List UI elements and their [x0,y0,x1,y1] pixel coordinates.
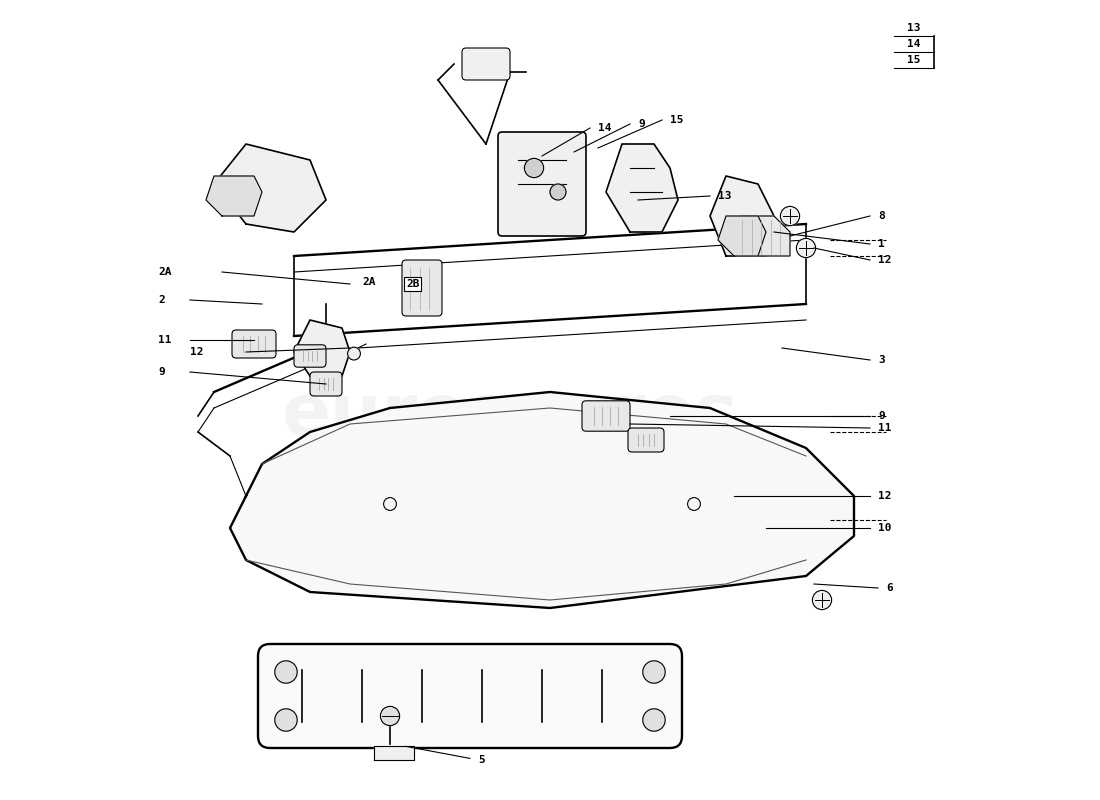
Polygon shape [606,144,678,232]
Text: 9: 9 [878,411,884,421]
FancyBboxPatch shape [582,401,630,431]
Circle shape [525,158,543,178]
Text: 10: 10 [878,523,891,533]
FancyBboxPatch shape [232,330,276,358]
Polygon shape [734,216,790,256]
Circle shape [348,347,361,360]
Text: 15: 15 [670,115,683,125]
FancyBboxPatch shape [402,260,442,316]
Circle shape [642,709,666,731]
Text: 14: 14 [598,123,612,133]
Text: 9: 9 [638,119,645,129]
FancyBboxPatch shape [498,132,586,236]
Circle shape [642,661,666,683]
Polygon shape [206,176,262,216]
Text: eurospares: eurospares [282,382,738,450]
Polygon shape [294,320,350,376]
Circle shape [780,206,800,226]
Text: 13: 13 [718,191,732,201]
Circle shape [813,590,832,610]
Text: 8: 8 [878,211,884,221]
Text: 2: 2 [158,295,165,305]
FancyBboxPatch shape [628,428,664,452]
Polygon shape [374,746,414,760]
Text: 2B: 2B [406,279,419,289]
Circle shape [275,709,297,731]
Text: 9: 9 [158,367,165,377]
Text: 12: 12 [878,255,891,265]
FancyBboxPatch shape [294,345,326,367]
Text: 2A: 2A [362,278,375,287]
Text: 11: 11 [158,335,172,345]
Polygon shape [214,144,326,232]
FancyBboxPatch shape [258,644,682,748]
FancyBboxPatch shape [310,372,342,396]
Polygon shape [710,176,774,256]
Text: 11: 11 [878,423,891,433]
Text: 12: 12 [190,347,204,357]
Circle shape [381,706,399,726]
Text: 12: 12 [878,491,891,501]
Text: 13: 13 [908,23,921,33]
Polygon shape [718,216,766,256]
FancyBboxPatch shape [462,48,510,80]
Text: a Autofarm parts since 1985: a Autofarm parts since 1985 [358,503,615,521]
Circle shape [275,661,297,683]
Text: 5: 5 [478,755,485,765]
Text: 1: 1 [878,239,884,249]
Text: 15: 15 [908,55,921,65]
Text: 14: 14 [908,39,921,49]
Polygon shape [230,392,854,608]
Text: 6: 6 [886,583,893,593]
Circle shape [796,238,815,258]
Circle shape [550,184,566,200]
Text: 2A: 2A [158,267,172,277]
Text: 3: 3 [878,355,884,365]
